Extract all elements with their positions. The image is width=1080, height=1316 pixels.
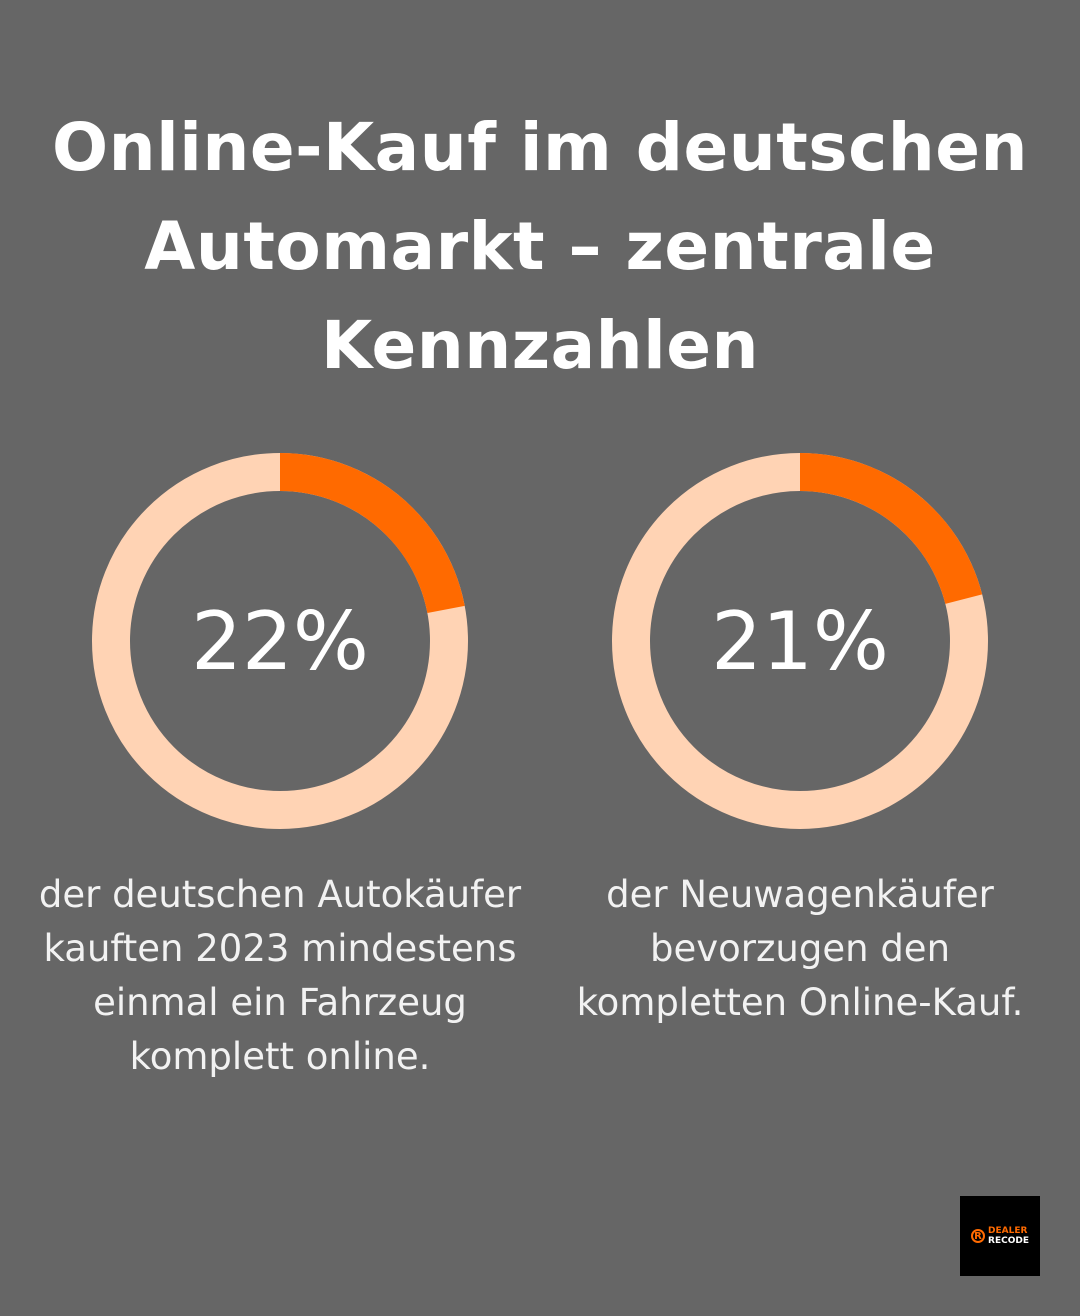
donut-value-label: 22% [191,594,369,688]
donut-description: der Neuwagenkäufer bevorzugen den komple… [576,873,1024,1024]
logo-line2: RECODE [988,1236,1029,1246]
donut-value-label: 21% [711,594,889,688]
dealer-recode-logo: R DEALER RECODE [960,1196,1040,1276]
r-circle-icon: R [971,1229,986,1243]
donut-description: der deutschen Autokäufer kauften 2023 mi… [38,873,522,1078]
donut-chart-1: 22% [92,453,468,829]
logo-line1: DEALER [988,1226,1028,1236]
page-title: Online-Kauf im deutschen Automarkt – zen… [52,109,1028,384]
donut-value-arc [92,453,468,829]
donut-chart-2: 21% [612,453,988,829]
donut-value-arc [612,453,988,829]
